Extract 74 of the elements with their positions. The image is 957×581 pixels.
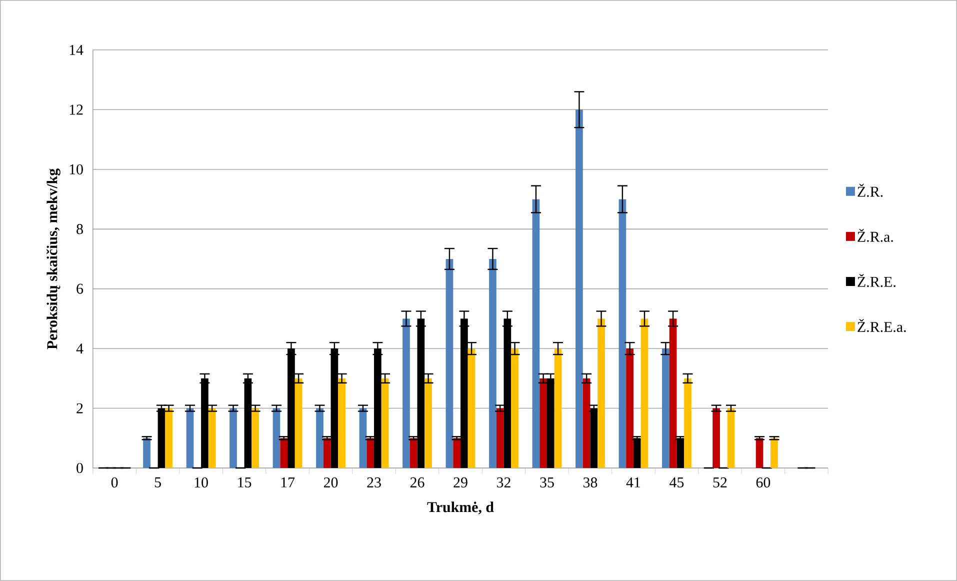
y-tick-label: 10 [70,164,83,174]
bar [402,318,410,468]
bar [316,408,324,468]
x-tick-label: 15 [238,477,252,488]
bar [546,378,554,468]
x-tick-label: 38 [583,477,598,488]
bar [669,318,677,468]
x-tick-label: 10 [194,477,208,488]
bar [727,408,735,468]
y-tick-label: 8 [76,224,83,234]
bar [590,408,598,468]
y-tick-label: 6 [76,284,84,294]
bar [280,438,288,468]
bar [633,438,641,468]
bar [496,408,504,468]
bar [424,378,432,468]
x-tick-label: 20 [324,477,338,488]
bar [712,408,720,468]
bar [252,408,259,468]
legend-label: Ž.R.a. [858,228,893,242]
y-tick-label: 12 [70,104,83,115]
bar [618,199,626,468]
bar [230,408,237,468]
x-tick-label: 5 [154,477,161,488]
x-tick-label: 41 [626,477,640,488]
y-tick-label: 2 [76,403,83,414]
bar [208,408,216,468]
x-tick-label: 45 [670,477,684,488]
y-tick-label: 0 [76,462,83,474]
bar [143,438,150,468]
x-axis-title: Trukmė, d [427,502,494,514]
bar [272,408,280,468]
bar [576,110,583,468]
x-tick-label: 0 [111,477,118,488]
bar [626,348,634,468]
bar [446,258,454,468]
legend-label: Ž.R. [858,184,883,197]
bar [684,378,692,468]
bar [582,378,590,468]
x-tick-label: 60 [756,477,770,488]
bar [359,408,367,468]
x-tick-label: 35 [540,477,554,488]
bar [554,348,562,468]
bar [381,378,389,468]
y-tick-label: 14 [70,45,84,55]
bar [323,438,331,468]
bar [640,318,648,468]
legend-label: Ž.R.E.a. [858,319,906,332]
bar [453,438,460,468]
bar [511,348,518,468]
y-tick-label: 4 [76,344,84,354]
bar [540,378,547,468]
x-tick-label: 29 [454,477,468,488]
bar [532,199,540,468]
bar [338,378,346,468]
legend-label: Ž.R.E. [858,274,896,288]
bar [366,438,374,468]
x-tick-label: 26 [410,477,424,488]
x-tick-label: 32 [496,477,510,488]
bar [756,438,764,468]
x-tick-label: 17 [281,477,295,488]
bar [186,408,194,468]
bar [468,348,476,468]
bar [165,408,172,468]
x-tick-label: 23 [367,477,381,488]
bar [770,438,778,468]
bar [410,438,418,468]
bar [676,438,684,468]
x-tick-label: 52 [713,477,727,488]
y-axis-title: Peroksidų skaičius, mekv/kg [46,168,60,350]
bar [662,348,670,468]
bar [489,258,496,468]
bar [294,378,302,468]
bar [598,318,605,468]
